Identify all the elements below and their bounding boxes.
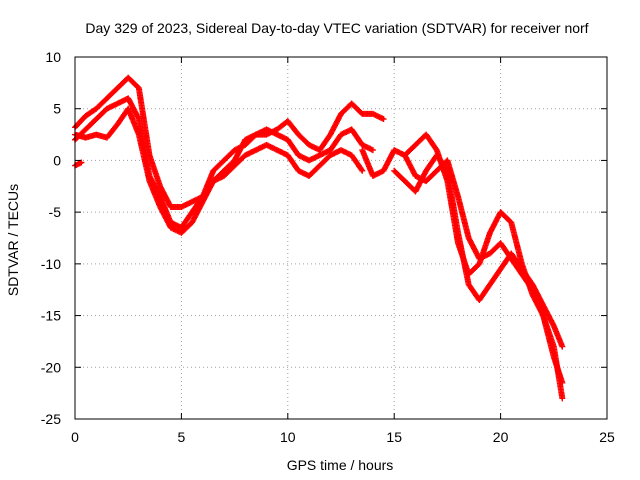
point-arc-2-end xyxy=(369,147,376,154)
x-tick-label-3: 15 xyxy=(386,429,402,445)
series-arc-1 xyxy=(72,74,387,210)
point-arc-7-end xyxy=(559,379,566,386)
point-arc-6-end xyxy=(559,343,566,350)
x-axis-label: GPS time / hours xyxy=(287,457,394,473)
series-arc-3 xyxy=(72,105,366,236)
y-tick-label-0: 10 xyxy=(45,49,61,65)
axis-ticks: 0 5 10 15 20 25 10 5 0 -5 -10 -15 -20 -25 xyxy=(41,49,615,445)
x-tick-label-1: 5 xyxy=(178,429,186,445)
point-arc-3-end xyxy=(359,167,366,174)
y-tick-label-6: -20 xyxy=(41,359,61,375)
y-tick-label-5: -15 xyxy=(41,308,61,324)
x-tick-label-4: 20 xyxy=(493,429,509,445)
y-tick-label-3: -5 xyxy=(49,204,62,220)
point-arc-5-end xyxy=(559,395,566,402)
y-tick-label-2: 0 xyxy=(53,152,61,168)
x-tick-label-0: 0 xyxy=(71,429,79,445)
point-arc-3-26-12 xyxy=(358,166,365,173)
plot-frame xyxy=(74,56,608,420)
x-tick-label-5: 25 xyxy=(599,429,615,445)
series-arc-7 xyxy=(401,152,566,386)
y-tick-label-7: -25 xyxy=(41,411,61,427)
data-points xyxy=(72,74,566,402)
y-axis-label: SDTVAR / TECUs xyxy=(5,184,21,296)
x-tick-label-2: 10 xyxy=(280,429,296,445)
series-arc-2 xyxy=(72,95,376,231)
chart-title: Day 329 of 2023, Sidereal Day-to-day VTE… xyxy=(85,20,588,36)
y-tick-label-1: 5 xyxy=(53,101,61,117)
y-tick-label-4: -10 xyxy=(41,256,61,272)
point-arc-4-end xyxy=(78,159,85,166)
point-arc-1-end xyxy=(380,116,387,123)
